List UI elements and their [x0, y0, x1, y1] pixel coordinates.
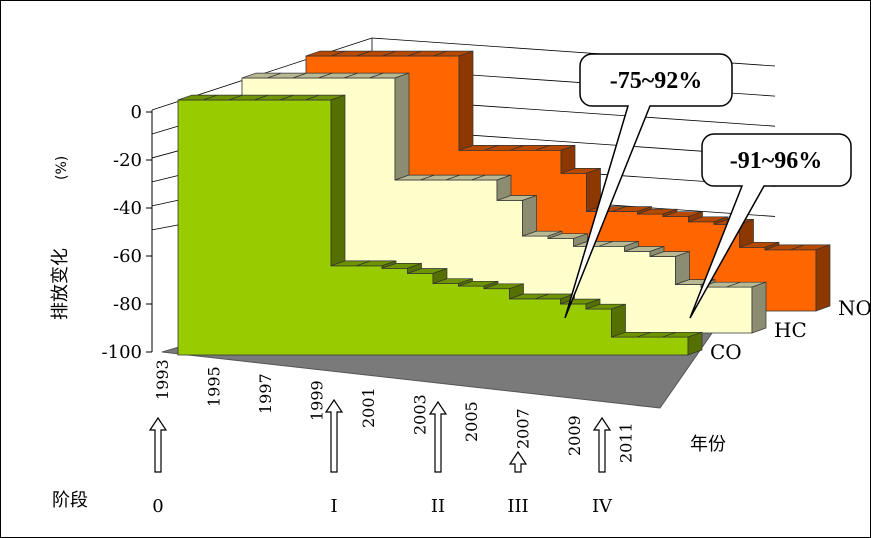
callouts: -75~92% -91~96%	[564, 53, 852, 319]
series-end-HC	[751, 281, 767, 334]
series-label-nox: NOx	[838, 296, 871, 320]
y-tick-label: 0	[131, 102, 142, 123]
callout-text: -75~92%	[610, 68, 702, 94]
stage-markers: 阶段 0 I II III IV	[52, 398, 613, 517]
series-step-CO	[611, 303, 626, 338]
series-end-NOx	[815, 244, 831, 312]
stage-arrow-icon	[592, 416, 612, 473]
axes: 0 -20 -40 -60 -80 -100 排放变化 (%) 1993 1995 1997 1999…	[50, 102, 726, 463]
x-tick-label: 2003	[411, 394, 430, 435]
series-ribbons: NOx HC CO	[177, 50, 871, 364]
stage-marker-label: I	[330, 496, 337, 517]
series-step-HC	[522, 195, 537, 237]
y-tick-label: -80	[113, 294, 142, 315]
y-tick-label: -40	[113, 198, 142, 219]
callout-bubble	[564, 53, 733, 319]
x-tick-label: 1993	[153, 359, 172, 400]
stage-marker-label: II	[431, 496, 445, 517]
stage-arrow-icon	[148, 416, 168, 473]
x-tick-label: 1995	[205, 366, 224, 407]
callout: -91~96%	[689, 133, 852, 319]
callout-text: -91~96%	[730, 148, 822, 174]
series-label-co: CO	[710, 340, 742, 364]
callout: -75~92%	[564, 53, 733, 319]
x-tick-label: 1997	[256, 373, 275, 414]
x-tick-label: 2011	[617, 422, 636, 463]
stage-arrow-icon	[324, 398, 344, 473]
series-step-NOx	[458, 50, 474, 151]
series-step-HC	[394, 72, 410, 181]
series-co: CO	[177, 94, 742, 364]
y-tick-label: -100	[102, 342, 142, 363]
stage-marker-label: 0	[152, 496, 163, 517]
stage-arrow-icon	[428, 400, 448, 473]
y-axis-unit: (%)	[54, 156, 70, 180]
series-step-HC	[675, 251, 690, 285]
y-tick-label: -20	[113, 150, 142, 171]
x-tick-label: 2001	[359, 387, 378, 428]
x-tick-label: 2009	[565, 415, 584, 456]
y-tick-label: -60	[113, 246, 142, 267]
stage-marker-label: III	[507, 496, 528, 517]
series-step-CO	[330, 94, 346, 267]
x-tick-label: 2005	[462, 401, 481, 442]
stage-marker-label: IV	[592, 496, 613, 517]
stage-arrow-icon	[508, 450, 528, 473]
y-axis-label: 排放变化	[50, 248, 71, 320]
x-axis-label: 年份	[690, 434, 726, 455]
stage-label: 阶段	[52, 490, 88, 511]
series-label-hc: HC	[774, 318, 807, 342]
x-tick-label: 1999	[308, 380, 327, 421]
x-tick-label: 2007	[514, 408, 533, 449]
callout-bubble	[689, 133, 852, 319]
series-end-CO	[687, 331, 703, 356]
